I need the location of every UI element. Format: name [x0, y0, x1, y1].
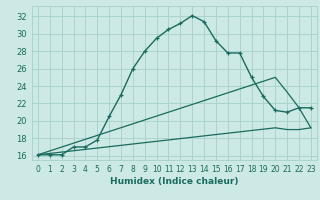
X-axis label: Humidex (Indice chaleur): Humidex (Indice chaleur) — [110, 177, 239, 186]
